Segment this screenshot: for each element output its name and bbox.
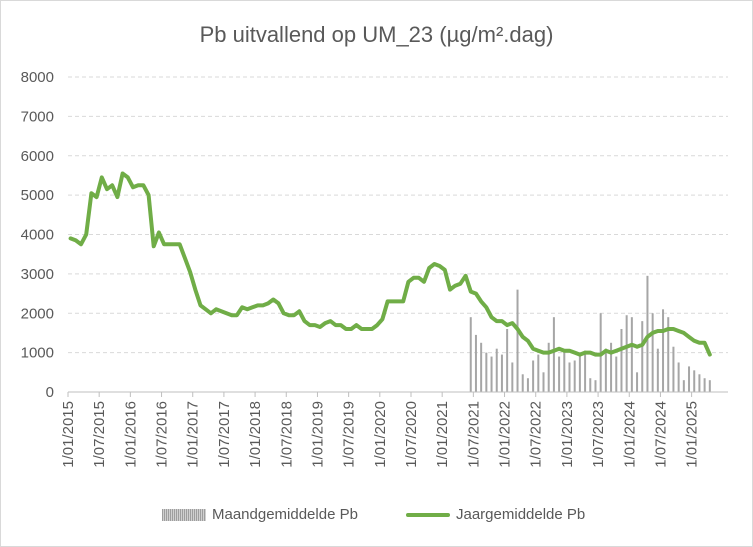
bar [573,360,576,392]
legend-label-bars: Maandgemiddelde Pb [212,506,358,523]
bar [568,362,571,392]
x-tick-label: 1/07/2016 [154,401,171,468]
legend-item-line: Jaargemiddelde Pb [406,506,585,523]
bar [547,342,550,392]
x-tick-label: 1/01/2016 [122,401,139,468]
bar [521,374,524,392]
bar [552,317,555,392]
bar [563,350,566,392]
y-tick-label: 2000 [21,305,54,322]
x-tick-label: 1/07/2022 [528,401,545,468]
x-tick-label: 1/01/2022 [497,401,514,468]
bar [646,275,649,392]
bar [620,329,623,392]
bar [604,348,607,392]
x-tick-label: 1/01/2015 [60,401,77,468]
legend: Maandgemiddelde Pb Jaargemiddelde Pb [0,506,753,526]
bar [651,313,654,392]
x-tick-label: 1/07/2015 [91,401,108,468]
x-tick-label: 1/01/2024 [621,401,638,468]
bar [511,362,514,392]
y-tick-label: 5000 [21,187,54,204]
bar [641,321,644,392]
y-tick-label: 8000 [21,69,54,86]
x-tick-label: 1/01/2018 [247,401,264,468]
bar [474,334,477,392]
bar [485,352,488,392]
x-tick-labels: 1/01/2015 1/07/2015 1/01/2016 1/07/2016 1/01… [60,401,701,468]
bar [662,309,665,392]
x-tick-label: 1/01/2021 [434,401,451,468]
bar [610,342,613,392]
y-tick-label: 7000 [21,108,54,125]
legend-label-line: Jaargemiddelde Pb [456,506,586,523]
y-tick-label: 3000 [21,266,54,283]
bar [480,342,483,392]
bar [672,346,675,392]
x-tick-label: 1/01/2019 [309,401,326,468]
bar [703,378,706,392]
bar-series [469,275,711,392]
axes [67,391,728,397]
bar [506,329,509,392]
bar [558,356,561,392]
gridlines [68,76,728,354]
bar [542,372,545,392]
bar [589,378,592,392]
bar [516,289,519,392]
line-path [68,171,712,357]
bar [688,366,691,392]
bar [698,374,701,392]
chart-title: Pb uitvallend op UM_23 (µg/m².dag) [199,22,554,47]
bar [500,354,503,392]
line-series [68,171,712,357]
x-tick-label: 1/07/2017 [216,401,233,468]
bar [693,370,696,392]
bar [469,317,472,392]
bar [578,354,581,392]
y-tick-label: 0 [46,384,54,401]
x-tick-label: 1/01/2020 [372,401,389,468]
bar [532,360,535,392]
bar [667,317,670,392]
bar [656,348,659,392]
bar [526,378,529,392]
y-tick-labels: 0 1000 2000 3000 4000 5000 6000 7000 8000 [21,69,54,401]
y-tick-label: 1000 [21,345,54,362]
bar [708,380,711,392]
bar [495,348,498,392]
bar [625,315,628,392]
x-tick-label: 1/01/2025 [684,401,701,468]
legend-swatch-line [406,512,450,517]
y-tick-label: 4000 [21,227,54,244]
bar [630,317,633,392]
legend-item-bars: Maandgemiddelde Pb [162,506,358,523]
bar [594,380,597,392]
legend-swatch-bars [162,508,206,521]
bar [636,372,639,392]
bar [677,362,680,392]
x-tick-label: 1/01/2017 [185,401,202,468]
bar [615,356,618,392]
bar [490,356,493,392]
x-tick-label: 1/07/2020 [403,401,420,468]
x-tick-label: 1/07/2018 [278,401,295,468]
x-tick-label: 1/07/2024 [652,401,669,468]
x-tick-label: 1/07/2021 [465,401,482,468]
bar [682,380,685,392]
x-tick-label: 1/07/2019 [341,401,358,468]
bar [584,350,587,392]
bar [537,354,540,392]
x-tick-label: 1/07/2023 [590,401,607,468]
x-tick-label: 1/01/2023 [559,401,576,468]
y-tick-label: 6000 [21,148,54,165]
